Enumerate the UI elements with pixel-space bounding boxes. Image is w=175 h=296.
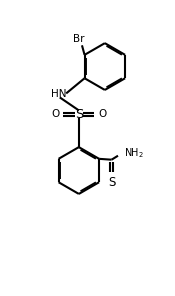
Text: HN: HN <box>51 89 67 99</box>
Text: O: O <box>98 109 107 119</box>
Text: Br: Br <box>73 33 84 44</box>
Text: S: S <box>75 108 83 121</box>
Text: S: S <box>108 176 115 189</box>
Text: O: O <box>51 109 59 119</box>
Text: NH$_2$: NH$_2$ <box>124 146 144 160</box>
